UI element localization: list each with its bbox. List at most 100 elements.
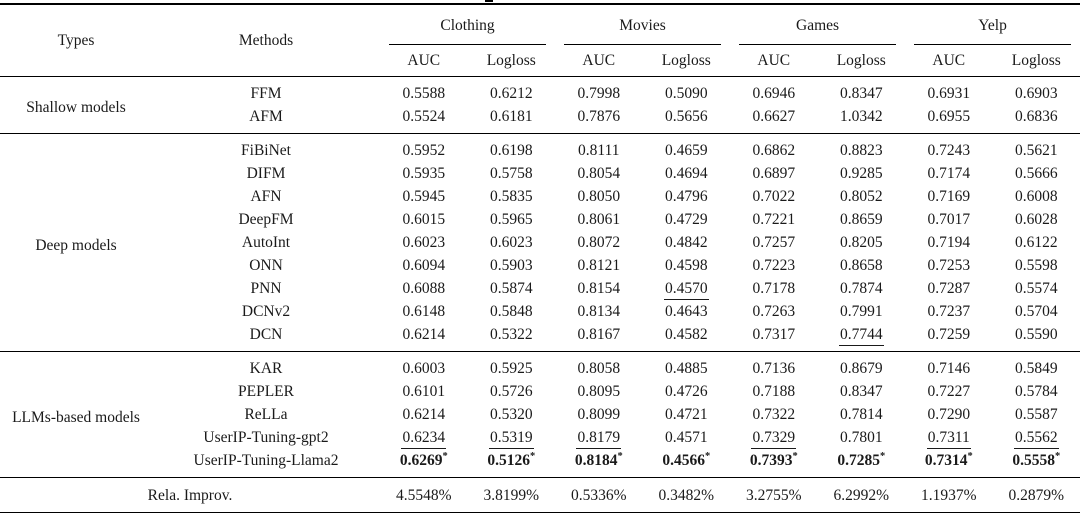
metric-value: 0.6862	[752, 142, 796, 159]
metric-value: 0.8658	[839, 257, 883, 274]
metric-value: 0.7314*	[905, 449, 993, 478]
metric-value: 0.5726	[489, 383, 533, 400]
metric-value: 0.5587	[1014, 406, 1058, 423]
cmidrule	[564, 44, 722, 45]
metric-value: 0.8072	[577, 234, 621, 251]
metric-value: 0.8167	[577, 326, 621, 343]
metric-value: 0.5562	[993, 426, 1080, 449]
best-value: 0.6269*	[399, 450, 448, 469]
metric-value: 0.9285	[839, 165, 883, 182]
table-row: DCN 0.6214 0.5322 0.8167 0.4582 0.7317 0.7744 0…	[0, 323, 1080, 352]
metric-value: 0.7874	[839, 280, 883, 297]
metric-value: 0.5666	[1014, 165, 1058, 182]
method-label: DeepFM	[238, 211, 294, 228]
metric-value: 0.4566*	[643, 449, 731, 478]
metric-value: 0.8050	[577, 188, 621, 205]
metric-value: 0.6003	[402, 360, 446, 377]
metric-value: 0.6903	[1014, 85, 1058, 102]
second-best-value: 0.4570	[663, 280, 709, 300]
metric-value: 0.5952	[402, 142, 446, 159]
metric-value: 0.6214	[402, 326, 446, 343]
metric-value: 0.6955	[927, 108, 971, 125]
metric-value: 0.8659	[839, 211, 883, 228]
metric-value: 0.7259	[927, 326, 971, 343]
metric-value: 0.5574	[1014, 280, 1058, 297]
metric-value: 0.8061	[577, 211, 621, 228]
col-header-auc: AUC	[932, 52, 966, 69]
metric-value: 0.7801	[839, 429, 883, 446]
metric-value: 0.8179	[555, 426, 643, 449]
metric-value: 0.5945	[402, 188, 446, 205]
significance-star: *	[442, 450, 448, 462]
col-header-auc: AUC	[407, 52, 441, 69]
metric-value: 0.6214	[402, 406, 446, 423]
metric-value: 0.7221	[752, 211, 796, 228]
metric-value: 0.5319	[468, 426, 556, 449]
metric-value: 0.6946	[752, 85, 796, 102]
significance-star: *	[529, 450, 536, 462]
metric-value: 0.8121	[577, 257, 621, 274]
metric-value: 0.8823	[839, 142, 883, 159]
metric-value: 0.7991	[839, 303, 883, 320]
metric-value: 0.8184*	[555, 449, 643, 478]
improvement-label: Rela. Improv.	[147, 486, 233, 504]
metric-value: 0.6181	[489, 108, 533, 125]
cmidrule	[914, 44, 1072, 45]
metric-value: 0.6101	[402, 383, 446, 400]
improvement-value: 4.5548%	[395, 486, 452, 504]
table-row: PNN 0.6088 0.5874 0.8154 0.4570 0.7178 0.7874 0…	[0, 277, 1080, 300]
metric-value: 0.6897	[752, 165, 796, 182]
metric-value: 0.5784	[1014, 383, 1058, 400]
table-footer: Rela. Improv. 4.5548% 3.8199% 0.5336% 0.…	[0, 477, 1080, 513]
best-value: 0.8184*	[574, 450, 623, 469]
metric-value: 0.8095	[577, 383, 621, 400]
metric-value: 0.4721	[664, 406, 708, 423]
col-group-clothing: Clothing	[380, 4, 555, 45]
significance-star: *	[1054, 450, 1061, 462]
metric-value: 0.5322	[489, 326, 533, 343]
improvement-value: 6.2992%	[833, 486, 890, 504]
metric-value: 0.7174	[927, 165, 971, 182]
method-label: ONN	[249, 257, 283, 274]
type-group-label: Shallow models	[26, 99, 126, 116]
metric-value: 0.4570	[643, 277, 731, 300]
section-llms-based-models: LLMs-based models KAR 0.6003 0.5925 0.8058 0.…	[0, 351, 1080, 478]
metric-value: 0.7287	[927, 280, 971, 297]
metric-value: 0.7322	[752, 406, 796, 423]
table-row: DIFM 0.5935 0.5758 0.8054 0.4694 0.6897 0.9285…	[0, 162, 1080, 185]
table-row: UserIP-Tuning-gpt2 0.6234 0.5319 0.8179 0.45…	[0, 426, 1080, 449]
metric-value: 0.5090	[664, 85, 708, 102]
metric-value: 0.4598	[664, 257, 708, 274]
metric-value: 0.6088	[402, 280, 446, 297]
metric-value: 0.7017	[927, 211, 971, 228]
method-label: UserIP-Tuning-Llama2	[193, 452, 339, 469]
col-group-yelp: Yelp	[905, 4, 1080, 45]
metric-value: 0.7194	[927, 234, 971, 251]
metric-value: 0.6008	[1014, 188, 1058, 205]
significance-star: *	[704, 450, 711, 462]
method-label: ReLLa	[244, 406, 288, 423]
metric-value: 0.7178	[752, 280, 796, 297]
col-header-auc: AUC	[757, 52, 791, 69]
metric-value: 0.7253	[927, 257, 971, 274]
header-metric-row: AUC Logloss AUC Logloss AUC Logloss AUC …	[0, 45, 1080, 77]
improvement-value: 0.2879%	[1008, 486, 1065, 504]
group-label: Clothing	[440, 16, 495, 34]
metric-value: 0.5848	[489, 303, 533, 320]
col-header-auc: AUC	[582, 52, 616, 69]
type-group-label: LLMs-based models	[12, 408, 140, 426]
table-row: Deep models FiBiNet 0.5952 0.6198 0.8111 0.46…	[0, 134, 1080, 254]
metric-value: 0.4694	[664, 165, 708, 182]
second-best-value: 0.8179	[576, 429, 622, 449]
metric-value: 0.5590	[1014, 326, 1058, 343]
section-shallow-models: Shallow models FFM 0.5588 0.6212 0.7998 0.509…	[0, 77, 1080, 134]
second-best-value: 0.7311	[926, 429, 971, 449]
metric-value: 0.6028	[1014, 211, 1058, 228]
table-row: UserIP-Tuning-Llama2 0.6269* 0.5126* 0.8184…	[0, 449, 1080, 478]
method-label: PEPLER	[238, 383, 294, 400]
best-value: 0.5558*	[1012, 450, 1061, 469]
method-label: DCN	[249, 326, 283, 343]
metric-value: 0.7188	[752, 383, 796, 400]
col-group-movies: Movies	[555, 4, 730, 45]
metric-value: 0.5935	[402, 165, 446, 182]
